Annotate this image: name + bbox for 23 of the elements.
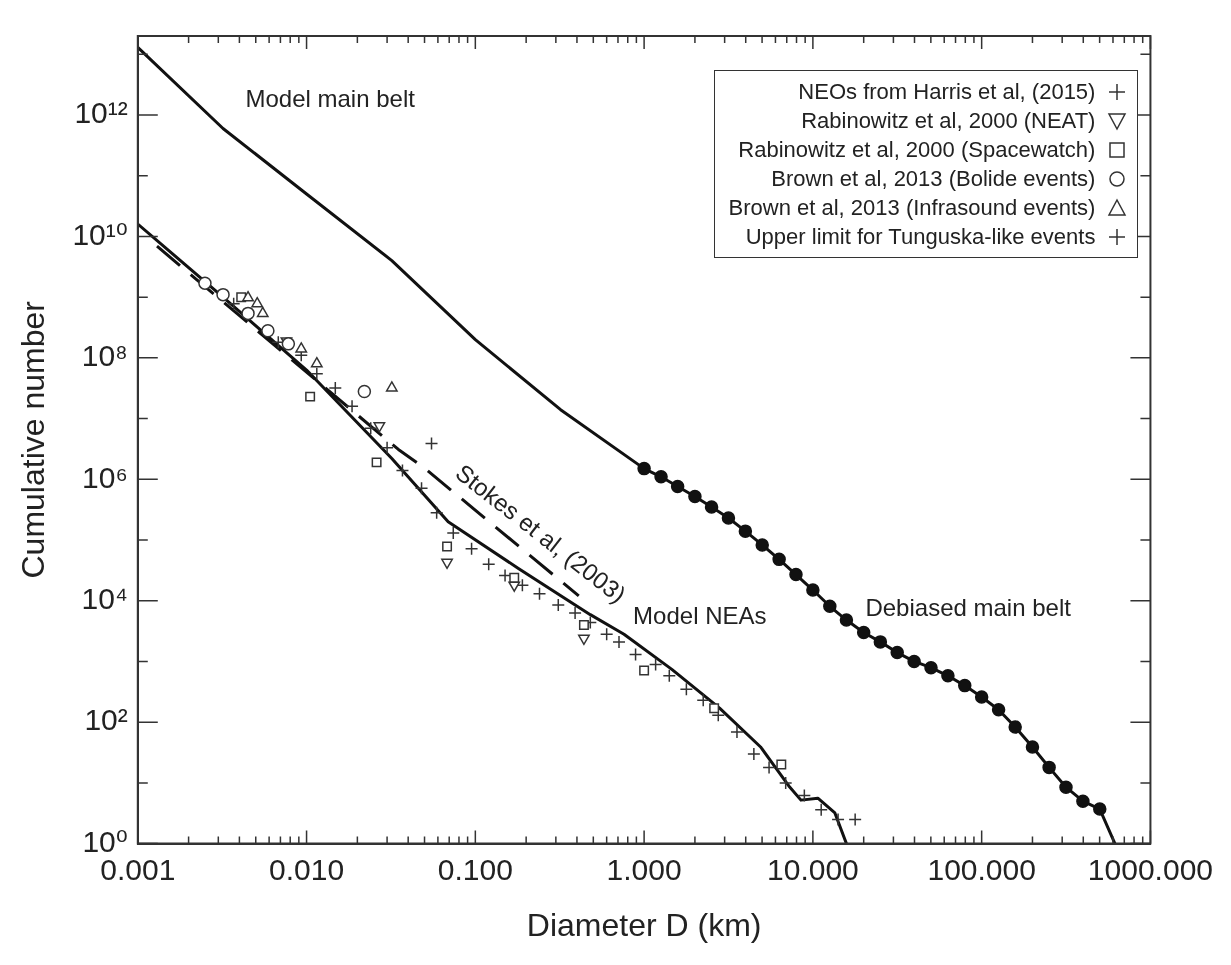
y-tick-label: 10⁴ (81, 582, 128, 615)
x-tick-label: 1000.000 (1087, 852, 1214, 886)
y-axis-title: Cumulative number (15, 300, 52, 579)
y-tick-label: 10¹⁰ (72, 217, 128, 251)
annotation: Model main belt (245, 85, 416, 113)
x-tick-label: 100.000 (927, 852, 1036, 886)
legend-label: Rabinowitz et al, 2000 (NEAT) (801, 107, 1096, 135)
annotation: Debiased main belt (865, 594, 1072, 622)
x-tick-label: 10.000 (767, 852, 859, 886)
x-tick-label: 1.000 (606, 852, 682, 886)
x-tick-label: 0.100 (437, 852, 513, 886)
legend-label: Brown et al, 2013 (Bolide events) (771, 165, 1096, 193)
y-tick-label: 10¹² (74, 96, 128, 130)
legend-label: Rabinowitz et al, 2000 (Spacewatch) (738, 136, 1096, 164)
y-tick-label: 10⁶ (82, 460, 128, 494)
legend-label: Brown et al, 2013 (Infrasound events) (728, 194, 1096, 222)
y-tick-label: 10² (84, 703, 128, 737)
y-tick-label: 10⁸ (81, 339, 128, 373)
legend-label: NEOs from Harris et al, (2015) (798, 78, 1096, 106)
annotation: Model NEAs (633, 602, 767, 630)
x-axis-title: Diameter D (km) (526, 906, 762, 943)
legend-label: Upper limit for Tunguska-like events (745, 223, 1096, 251)
x-tick-label: 0.010 (269, 852, 345, 886)
